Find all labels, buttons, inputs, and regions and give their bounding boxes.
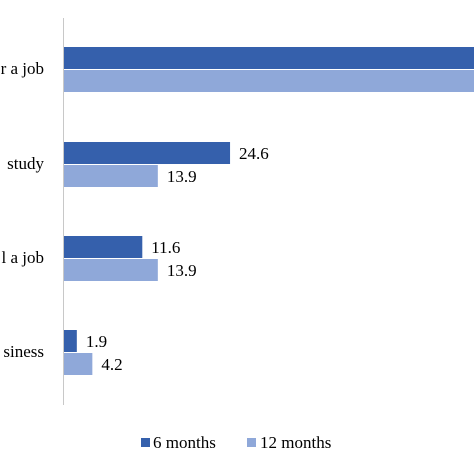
legend-label: 12 months xyxy=(260,433,331,452)
category-label: l a job xyxy=(2,248,45,267)
data-label: 11.6 xyxy=(151,238,180,257)
bar-12-months xyxy=(64,70,474,92)
category-label-layer: r a job study l a job siness xyxy=(1,59,45,361)
legend-swatch xyxy=(141,438,150,447)
bar-6-months xyxy=(64,142,231,164)
legend-swatch xyxy=(247,438,256,447)
bar-6-months xyxy=(64,47,474,69)
category-label: r a job xyxy=(1,59,44,78)
bar-12-months xyxy=(64,259,158,281)
value-label-layer: 24.6 13.9 11.6 13.9 1.9 4.2 xyxy=(86,144,269,374)
bar-6-months xyxy=(64,330,77,352)
bar-6-months xyxy=(64,236,143,258)
data-label: 4.2 xyxy=(101,355,122,374)
data-label: 13.9 xyxy=(167,261,197,280)
category-label: siness xyxy=(3,342,44,361)
legend-label: 6 months xyxy=(153,433,216,452)
bar-12-months xyxy=(64,165,158,187)
bar-12-months xyxy=(64,353,93,375)
category-label: study xyxy=(7,154,44,173)
data-label: 13.9 xyxy=(167,167,197,186)
legend: 6 months 12 months xyxy=(141,433,331,452)
bar-layer xyxy=(64,47,474,375)
data-label: 24.6 xyxy=(239,144,269,163)
data-label: 1.9 xyxy=(86,332,107,351)
